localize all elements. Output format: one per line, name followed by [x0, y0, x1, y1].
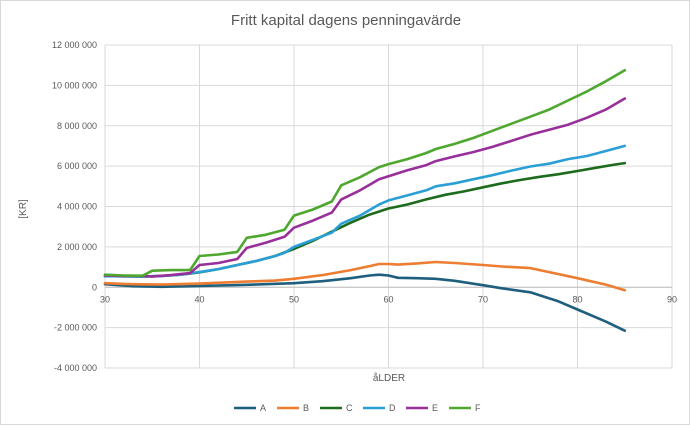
y-tick-label: 2 000 000 [57, 242, 97, 252]
x-tick-label: 80 [572, 294, 582, 304]
y-tick-label: -4 000 000 [54, 363, 97, 373]
x-tick-label: 60 [383, 294, 393, 304]
y-tick-label: -2 000 000 [54, 323, 97, 333]
legend-label-f: F [475, 403, 481, 413]
x-tick-label: 90 [667, 294, 677, 304]
x-tick-label: 70 [478, 294, 488, 304]
legend-label-e: E [432, 403, 438, 413]
y-tick-label: 6 000 000 [57, 161, 97, 171]
series-line-f [103, 68, 627, 277]
x-tick-label: 30 [100, 294, 110, 304]
y-tick-label: 10 000 000 [52, 80, 97, 90]
chart-title: Fritt kapital dagens penningavärde [231, 12, 461, 29]
legend-label-a: A [260, 403, 266, 413]
legend: A B C D E F [234, 403, 481, 413]
y-axis-title: [KR] [18, 199, 29, 219]
series-line-b [103, 260, 627, 292]
x-tick-label: 50 [289, 294, 299, 304]
legend-label-d: D [389, 403, 396, 413]
gridlines [104, 44, 673, 369]
legend-label-b: B [303, 403, 309, 413]
series-line-d [103, 144, 627, 278]
legend-label-c: C [346, 403, 353, 413]
y-tick-label: 8 000 000 [57, 121, 97, 131]
x-axis-ticks: 30 40 50 60 70 80 90 [100, 294, 677, 304]
series-line-a [103, 273, 627, 332]
series-line-c [103, 161, 627, 278]
x-axis-title: åLDER [373, 372, 405, 384]
series-line-e [103, 97, 627, 278]
y-tick-label: 0 [92, 282, 97, 292]
x-tick-label: 40 [194, 294, 204, 304]
y-tick-label: 12 000 000 [52, 40, 97, 50]
y-tick-label: 4 000 000 [57, 202, 97, 212]
series-lines [103, 68, 627, 332]
y-axis-ticks: -4 000 000 -2 000 000 0 2 000 000 4 000 000 6… [52, 40, 97, 373]
